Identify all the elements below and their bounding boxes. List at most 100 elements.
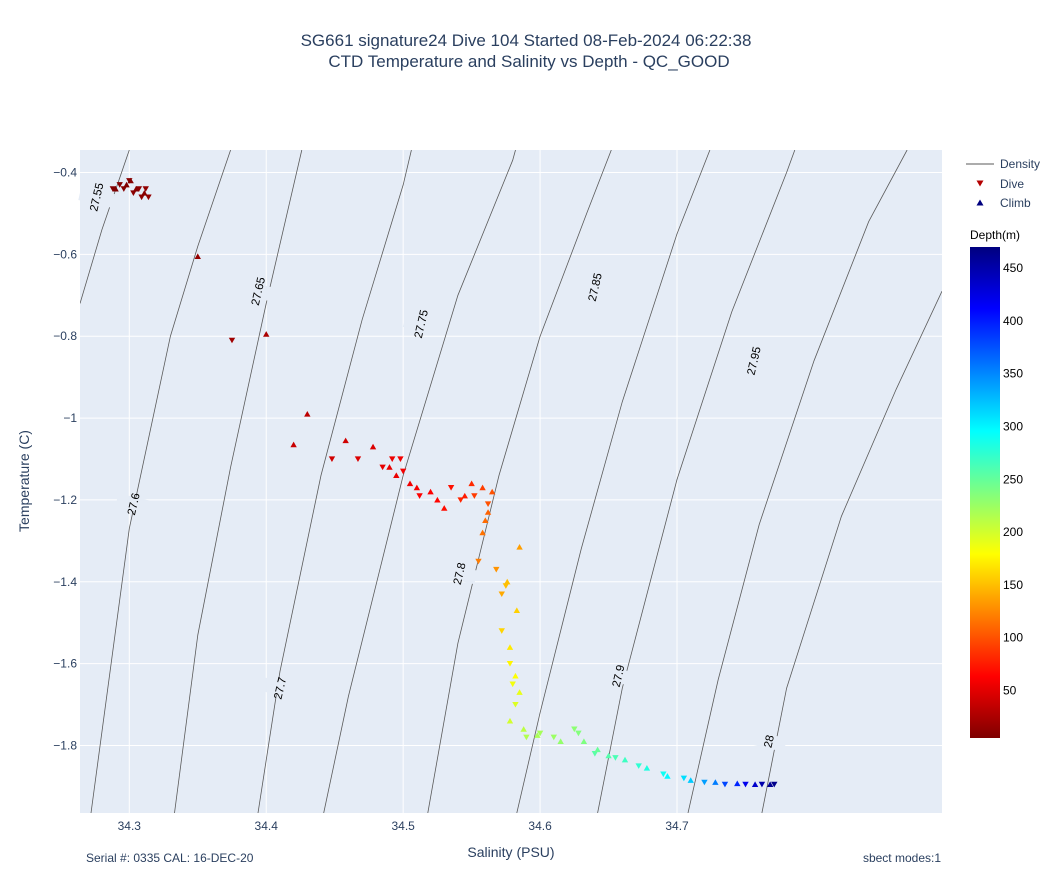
sbect-modes-note: sbect modes:1 — [863, 851, 941, 865]
contour-label-bg — [239, 280, 277, 302]
climb-point — [127, 177, 134, 184]
contour-label-bg — [261, 677, 299, 699]
dive-point — [502, 583, 510, 589]
dive-point — [109, 186, 117, 192]
density-contour-line — [427, 150, 612, 813]
climb-point — [605, 752, 612, 759]
climb-point — [427, 488, 434, 495]
dive-point — [142, 186, 149, 192]
climb-point — [461, 492, 468, 499]
dive-point — [635, 763, 642, 769]
climb-point — [512, 672, 519, 679]
dive-point — [742, 781, 749, 788]
colorbar-tick-label: 200 — [1003, 525, 1023, 539]
x-tick-label: 34.3 — [118, 819, 142, 833]
dive-point — [447, 485, 455, 491]
dive-point — [536, 730, 544, 737]
dive-point — [701, 779, 708, 786]
density-contour-line — [174, 150, 303, 813]
dive-point — [523, 734, 530, 741]
climb-point — [468, 480, 475, 487]
climb-point — [369, 443, 377, 450]
colorbar-tick-label: 50 — [1003, 683, 1017, 697]
climb-point — [413, 484, 421, 491]
climb-point — [479, 484, 486, 491]
density-contour-line — [323, 150, 516, 813]
dive-point — [680, 775, 688, 782]
density-contour-line — [257, 150, 412, 813]
density-contours — [80, 150, 942, 813]
contour-label-bg — [600, 665, 637, 687]
climb-point — [112, 185, 119, 192]
climb-point — [194, 253, 201, 260]
climb-point — [557, 738, 564, 744]
dive-point — [721, 781, 729, 788]
dive-point — [389, 456, 396, 462]
climb-point — [520, 726, 527, 732]
climb-point — [263, 331, 270, 337]
climb-point — [406, 480, 414, 487]
contour-label-bg — [441, 562, 478, 585]
legend-label-climb: Climb — [1000, 196, 1031, 210]
colorbar-tick-label: 450 — [1003, 261, 1023, 275]
dive-point — [138, 194, 145, 201]
density-contour-line — [597, 150, 796, 813]
x-tick-label: 34.5 — [391, 819, 415, 833]
climb-point — [506, 644, 514, 650]
y-tick-label: −0.6 — [53, 247, 77, 261]
density-contour-label: 27.9 — [611, 664, 628, 689]
colorbar-tick-label: 350 — [1003, 367, 1023, 381]
contour-label-bg — [78, 186, 115, 208]
x-tick-label: 34.6 — [528, 819, 552, 833]
dive-point — [758, 781, 766, 788]
data-points — [109, 177, 778, 788]
dive-point — [512, 701, 519, 708]
density-contour-line — [516, 150, 711, 813]
climb-point — [504, 578, 511, 585]
dive-point — [130, 190, 137, 196]
legend-item-climb[interactable]: Climb — [976, 196, 1031, 210]
dive-point — [591, 751, 599, 757]
dive-point — [397, 456, 404, 462]
y-axis-ticks: −0.4 −0.6 −0.8 −1 −1.2 −1.4 −1.6 −1.8 — [53, 166, 77, 753]
climb-point — [386, 464, 393, 470]
dive-point — [457, 497, 464, 503]
dive-point — [550, 734, 557, 741]
legend-item-dive[interactable]: Dive — [976, 177, 1025, 191]
dive-point — [145, 194, 152, 201]
density-contour-label: 27.6 — [126, 492, 143, 517]
y-tick-label: −1.6 — [53, 657, 77, 671]
climb-point — [506, 717, 514, 724]
climb-point — [516, 543, 523, 550]
climb-point — [751, 781, 759, 787]
colorbar-title: Depth(m) — [970, 228, 1020, 242]
climb-point — [441, 505, 448, 511]
climb-point — [123, 181, 130, 188]
climb-point — [434, 496, 441, 503]
climb-point — [712, 779, 719, 785]
legend-item-density[interactable]: Density — [966, 157, 1040, 171]
dive-point — [471, 493, 478, 499]
y-tick-label: −1 — [63, 411, 77, 425]
legend-label-density: Density — [1000, 157, 1040, 171]
y-tick-label: −1.8 — [53, 738, 77, 752]
climb-point — [513, 607, 521, 614]
colorbar-tick-label: 250 — [1003, 472, 1023, 486]
density-contour-line — [687, 150, 908, 813]
climb-point — [643, 764, 651, 771]
climb-point — [766, 781, 774, 787]
climb-point — [393, 472, 400, 478]
contour-label-bg — [735, 350, 772, 372]
dive-point — [416, 493, 423, 499]
dive-point — [571, 726, 578, 733]
legend[interactable]: Density Dive Climb — [966, 157, 1040, 210]
density-contour-line — [80, 150, 130, 304]
triangle-up-icon — [976, 199, 984, 206]
y-tick-label: −1.4 — [53, 575, 77, 589]
dive-point — [498, 591, 505, 598]
dive-point — [506, 661, 514, 667]
climb-point — [132, 185, 140, 192]
dive-point — [612, 755, 619, 761]
y-axis-title: Temperature (C) — [16, 430, 32, 532]
